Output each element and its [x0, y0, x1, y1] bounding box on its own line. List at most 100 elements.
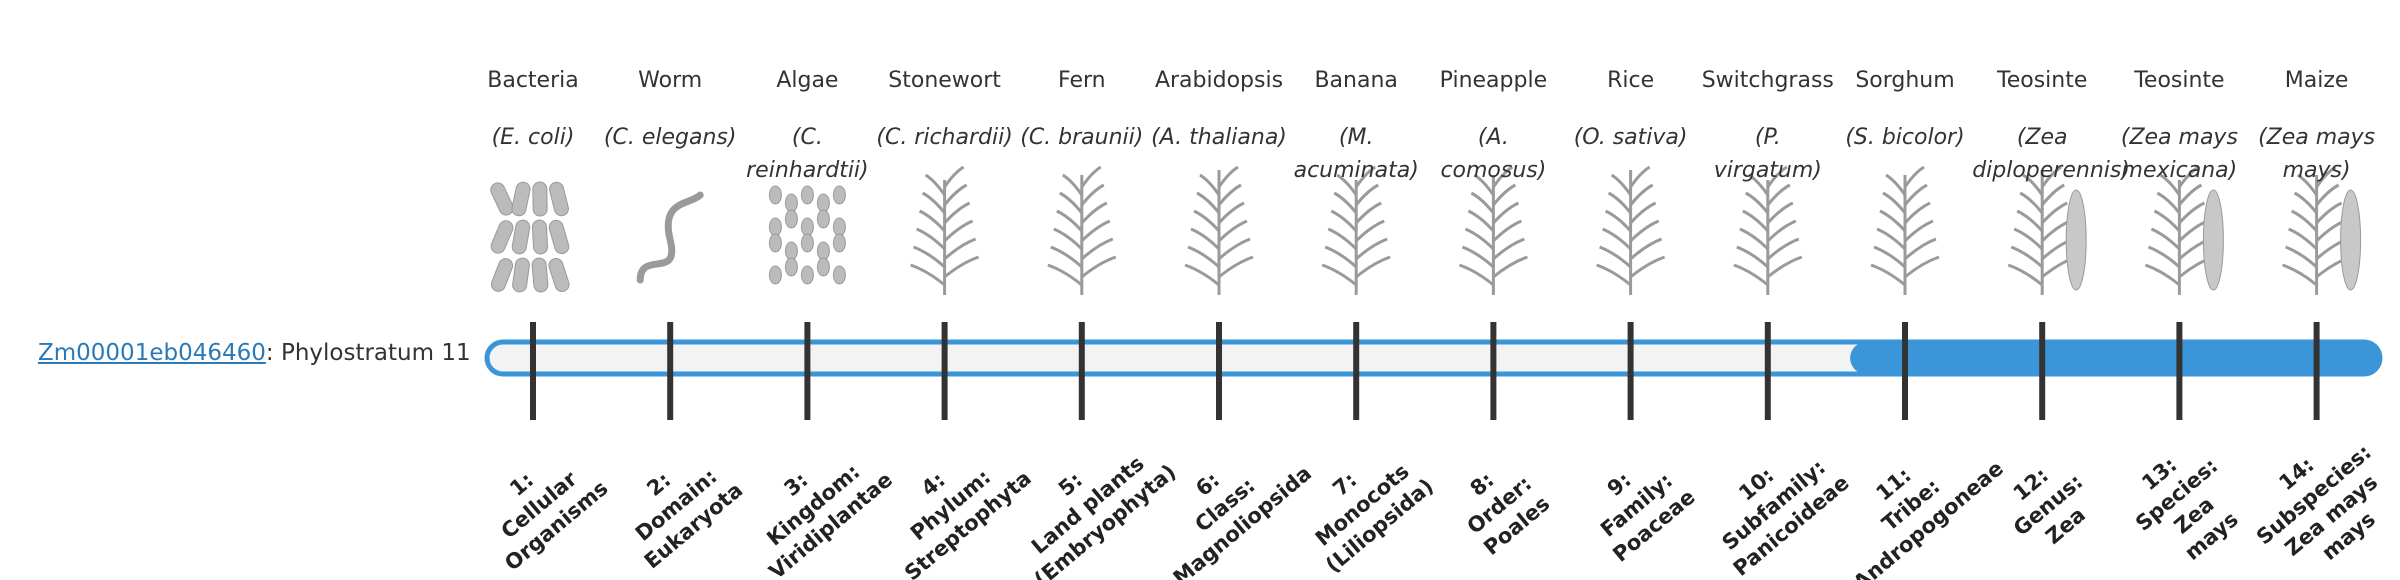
rod	[548, 257, 570, 293]
cell	[768, 265, 782, 285]
leaf	[915, 227, 946, 251]
leaf	[1354, 165, 1377, 188]
stratum-label: 5:Land plants(Embryophyta)	[1027, 451, 1181, 580]
leaf	[2153, 209, 2181, 232]
timeline-active	[1850, 342, 2380, 374]
leaf	[1492, 237, 1525, 261]
cell	[832, 265, 846, 285]
organism-image	[910, 165, 980, 295]
stratum-label: 8:Order:Poales	[1462, 468, 1554, 560]
leaf	[2296, 173, 2318, 196]
leaf	[1080, 255, 1117, 279]
leaf	[921, 191, 946, 214]
leaf	[1080, 165, 1102, 188]
leaf	[2019, 191, 2044, 214]
leaf	[1736, 245, 1769, 269]
leaf	[2147, 245, 2181, 269]
organism-species: (Zea mays mays)	[2258, 125, 2376, 183]
leaf	[1355, 255, 1391, 279]
leaf	[1747, 173, 1770, 196]
cob	[2202, 189, 2224, 291]
organism-species: (C. braunii)	[1020, 125, 1144, 150]
cell	[784, 209, 798, 229]
organism-name: Maize	[2284, 68, 2349, 93]
leaf	[1196, 191, 1221, 214]
leaf	[1217, 165, 1239, 188]
cell	[832, 185, 846, 205]
organism-name: Bacteria	[487, 68, 579, 93]
organism-name: Worm	[638, 68, 703, 93]
leaf	[2041, 183, 2065, 206]
stratum-label: 9:Family:Poaceae	[1596, 468, 1700, 567]
leaf	[1473, 173, 1495, 196]
leaf	[1766, 219, 1797, 243]
organism-name: Rice	[1607, 68, 1655, 93]
leaf	[2178, 165, 2200, 188]
leaf	[1766, 165, 1788, 188]
rod	[490, 220, 514, 254]
leaf	[2315, 165, 2337, 188]
organism-species: (C. reinhardtii)	[746, 125, 869, 183]
leaf	[943, 255, 980, 279]
leaf	[1193, 209, 1221, 232]
rod	[531, 257, 549, 293]
leaf	[2315, 183, 2340, 206]
cell	[768, 233, 782, 253]
leaf	[2315, 201, 2343, 224]
leaf	[1599, 245, 1632, 269]
leaf	[1080, 237, 1114, 261]
organism-image	[768, 185, 846, 285]
leaf	[1355, 183, 1379, 206]
rod	[531, 219, 549, 255]
leaf	[1047, 263, 1083, 287]
cell	[832, 233, 846, 253]
rod	[490, 258, 514, 292]
gene-link[interactable]: Zm00001eb046460	[38, 340, 266, 366]
cell	[800, 217, 814, 237]
leaf	[2287, 227, 2318, 251]
leaf	[910, 263, 946, 287]
leaf	[1903, 201, 1931, 224]
leaf	[1604, 209, 1632, 232]
leaf	[1766, 237, 1800, 261]
leaf	[2159, 173, 2181, 196]
rod	[549, 181, 569, 217]
organism-species: (A. comosus)	[1440, 125, 1547, 183]
organism-species: (C. richardii)	[876, 125, 1013, 150]
leaf	[1629, 201, 1657, 224]
leaf	[1492, 219, 1523, 243]
organism-image	[2144, 165, 2224, 295]
leaf	[943, 183, 968, 206]
leaf	[943, 201, 971, 224]
leaf	[1470, 191, 1495, 214]
organism-image	[636, 191, 704, 284]
rod	[512, 257, 530, 293]
organism-image	[1458, 165, 1528, 295]
organism-image	[1047, 165, 1117, 295]
leaf	[1217, 201, 1245, 224]
organism-image	[2007, 165, 2087, 295]
leaf	[2013, 227, 2044, 251]
worm	[636, 191, 704, 284]
leaf	[2016, 209, 2044, 232]
leaf	[1321, 263, 1358, 287]
cell	[800, 233, 814, 253]
leaf	[1904, 255, 1940, 279]
leaf	[1355, 237, 1388, 261]
cell	[800, 265, 814, 285]
organism-species: (Zea diploperennis)	[1972, 125, 2130, 183]
leaf	[1324, 245, 1358, 269]
leaf	[1766, 255, 1803, 279]
leaf	[1629, 237, 1663, 261]
leaf	[1190, 227, 1221, 251]
organism-name: Algae	[776, 68, 839, 93]
organism-image	[1870, 165, 1940, 295]
leaf	[1327, 227, 1358, 251]
leaf	[1458, 263, 1495, 287]
stratum-label: 7:Monocots(Liliopsida)	[1311, 459, 1438, 577]
organism-name: Switchgrass	[1701, 68, 1834, 93]
leaf	[1882, 191, 1907, 214]
leaf	[1080, 201, 1108, 224]
leaf	[1885, 173, 1907, 196]
